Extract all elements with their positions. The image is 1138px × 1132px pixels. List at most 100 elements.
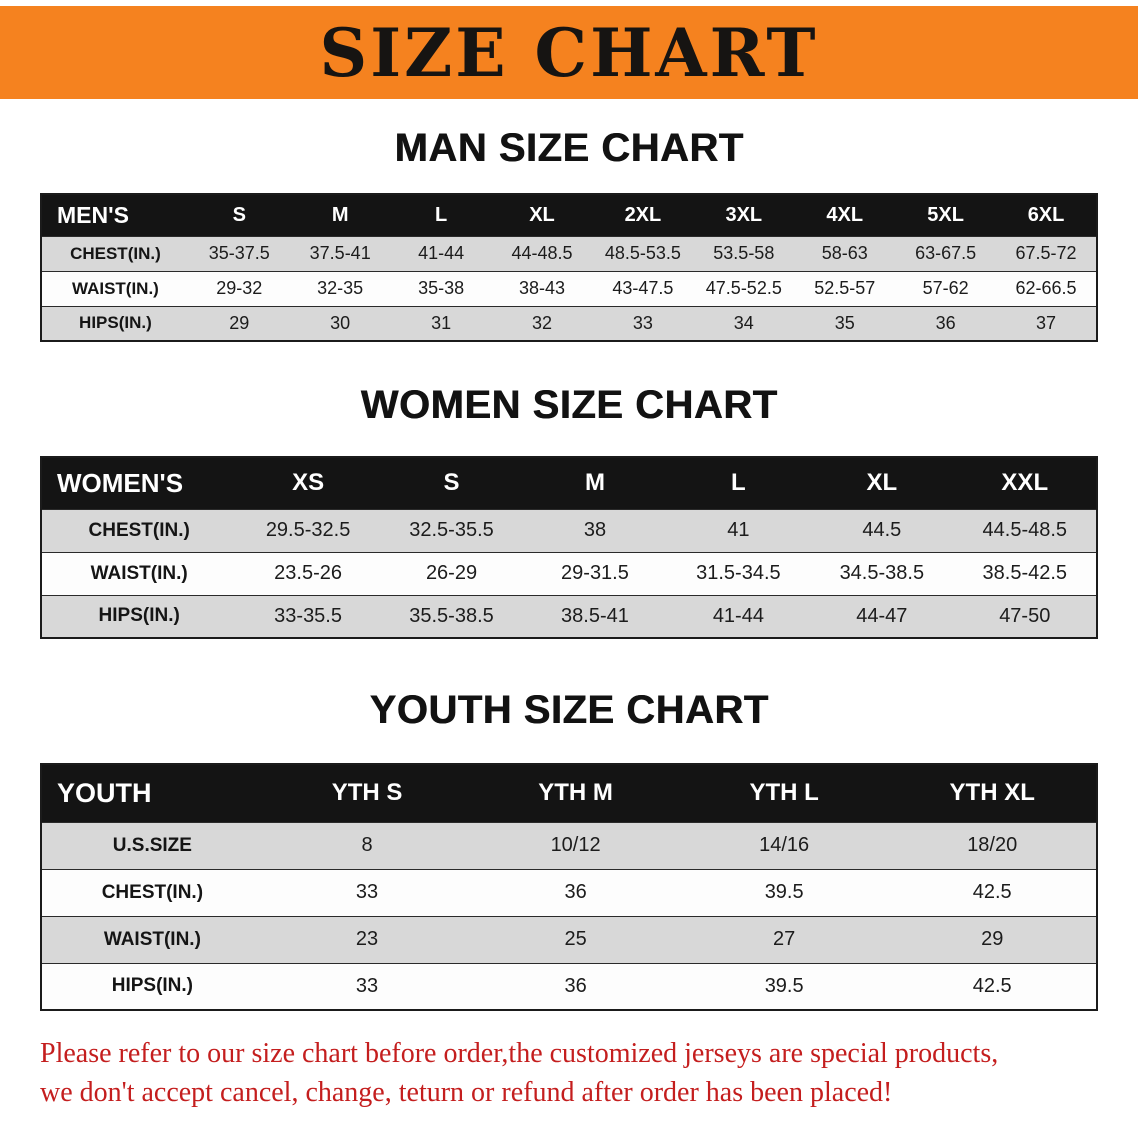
size-value: 43-47.5: [592, 270, 694, 306]
measurement-row: HIPS(IN.) 33 36 39.5 42.5: [41, 962, 1097, 1010]
table-title-cell: YOUTH: [41, 764, 263, 822]
size-column-header: 2XL: [592, 194, 694, 236]
size-value: 53.5-58: [693, 235, 795, 271]
size-column-header: YTH L: [679, 764, 889, 822]
measurement-row: WAIST(IN.) 29-32 32-35 35-38 38-43 43-47.5 47.…: [41, 270, 1097, 306]
measurement-label: WAIST(IN.): [41, 551, 237, 595]
size-column-header: S: [379, 457, 524, 509]
size-value: 29.5-32.5: [236, 508, 380, 552]
size-value: 31: [390, 305, 492, 341]
size-value: 27: [679, 915, 889, 963]
footer-notice: Please refer to our size chart before or…: [40, 1035, 1098, 1112]
size-column-header: 6XL: [996, 194, 1097, 236]
size-value: 41-44: [390, 235, 492, 271]
size-value: 41-44: [666, 594, 811, 638]
size-value: 42.5: [888, 868, 1097, 916]
size-column-header: 3XL: [693, 194, 795, 236]
size-value: 23: [262, 915, 472, 963]
size-value: 67.5-72: [996, 235, 1097, 271]
men-section: MAN SIZE CHART MEN'S S M L XL 2XL 3XL 4XL 5XL 6XL…: [40, 125, 1098, 342]
size-value: 37.5-41: [289, 235, 391, 271]
size-value: 48.5-53.5: [592, 235, 694, 271]
size-value: 10/12: [471, 821, 680, 869]
measurement-label: U.S.SIZE: [41, 821, 263, 869]
size-value: 32-35: [289, 270, 391, 306]
measurement-row: WAIST(IN.) 23.5-26 26-29 29-31.5 31.5-34.5 34…: [41, 551, 1097, 595]
size-column-header: XL: [810, 457, 954, 509]
size-value: 38-43: [491, 270, 593, 306]
size-value: 29: [888, 915, 1097, 963]
men-section-heading: MAN SIZE CHART: [394, 126, 744, 170]
banner-title: SIZE CHART: [319, 13, 819, 92]
table-header-row: YOUTH YTH S YTH M YTH L YTH XL: [41, 764, 1097, 822]
size-value: 29-31.5: [523, 551, 667, 595]
size-column-header: XS: [236, 457, 380, 509]
size-value: 36: [471, 868, 680, 916]
size-value: 57-62: [895, 270, 997, 306]
size-value: 31.5-34.5: [666, 551, 811, 595]
youth-section-heading: YOUTH SIZE CHART: [369, 688, 769, 732]
size-value: 47-50: [953, 594, 1097, 638]
size-value: 58-63: [794, 235, 896, 271]
size-column-header: M: [289, 194, 391, 236]
women-section-heading: WOMEN SIZE CHART: [360, 383, 778, 427]
size-value: 42.5: [888, 962, 1097, 1010]
youth-section: YOUTH SIZE CHART YOUTH YTH S YTH M YTH L YTH…: [40, 687, 1098, 1011]
measurement-row: CHEST(IN.) 33 36 39.5 42.5: [41, 868, 1097, 916]
size-value: 25: [471, 915, 680, 963]
size-column-header: M: [523, 457, 667, 509]
size-value: 38.5-41: [523, 594, 667, 638]
size-value: 32: [491, 305, 593, 341]
size-value: 62-66.5: [996, 270, 1097, 306]
table-header-row: WOMEN'S XS S M L XL XXL: [41, 457, 1097, 509]
size-value: 37: [996, 305, 1097, 341]
size-value: 26-29: [379, 551, 524, 595]
measurement-row: U.S.SIZE 8 10/12 14/16 18/20: [41, 821, 1097, 869]
table-title-cell: MEN'S: [41, 194, 189, 236]
size-value: 29: [188, 305, 290, 341]
size-column-header: L: [666, 457, 811, 509]
measurement-label: HIPS(IN.): [41, 594, 237, 638]
size-value: 39.5: [679, 962, 889, 1010]
size-value: 41: [666, 508, 811, 552]
size-value: 44-47: [810, 594, 954, 638]
size-value: 47.5-52.5: [693, 270, 795, 306]
size-value: 8: [262, 821, 472, 869]
size-value: 35: [794, 305, 896, 341]
size-value: 35-37.5: [188, 235, 290, 271]
size-value: 33-35.5: [236, 594, 380, 638]
size-value: 23.5-26: [236, 551, 380, 595]
size-value: 44-48.5: [491, 235, 593, 271]
notice-line-1: Please refer to our size chart before or…: [40, 1038, 999, 1069]
size-column-header: YTH M: [471, 764, 680, 822]
size-value: 44.5: [810, 508, 954, 552]
measurement-label: CHEST(IN.): [41, 235, 189, 271]
size-value: 32.5-35.5: [379, 508, 524, 552]
youth-size-table: YOUTH YTH S YTH M YTH L YTH XL U.S.SIZE 8 10/12…: [40, 763, 1098, 1011]
size-value: 34: [693, 305, 795, 341]
size-value: 33: [262, 962, 472, 1010]
size-column-header: YTH S: [262, 764, 472, 822]
size-value: 33: [262, 868, 472, 916]
size-column-header: XL: [491, 194, 593, 236]
size-value: 30: [289, 305, 391, 341]
size-column-header: YTH XL: [888, 764, 1097, 822]
size-column-header: S: [188, 194, 290, 236]
table-title-cell: WOMEN'S: [41, 457, 237, 509]
size-column-header: L: [390, 194, 492, 236]
measurement-label: CHEST(IN.): [41, 868, 263, 916]
measurement-label: HIPS(IN.): [41, 305, 189, 341]
size-value: 38: [523, 508, 667, 552]
measurement-row: HIPS(IN.) 33-35.5 35.5-38.5 38.5-41 41-44 44-…: [41, 594, 1097, 638]
size-column-header: 5XL: [895, 194, 997, 236]
measurement-label: WAIST(IN.): [41, 915, 263, 963]
measurement-row: CHEST(IN.) 29.5-32.5 32.5-35.5 38 41 44.5 44.5…: [41, 508, 1097, 552]
banner: SIZE CHART: [0, 6, 1138, 99]
size-value: 36: [471, 962, 680, 1010]
size-value: 36: [895, 305, 997, 341]
measurement-row: HIPS(IN.) 29 30 31 32 33 34 35 36 37: [41, 305, 1097, 341]
size-value: 35-38: [390, 270, 492, 306]
size-value: 63-67.5: [895, 235, 997, 271]
size-value: 18/20: [888, 821, 1097, 869]
size-value: 34.5-38.5: [810, 551, 954, 595]
